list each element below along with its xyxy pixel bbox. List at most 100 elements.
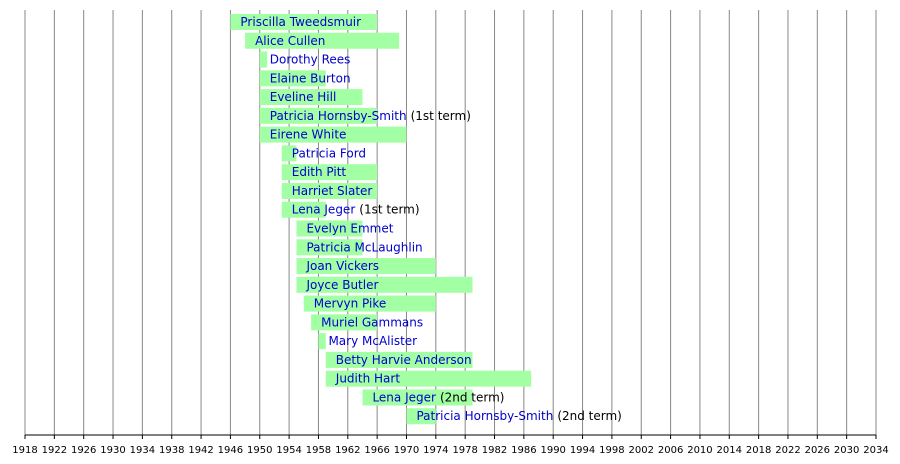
label-name: Judith Hart bbox=[335, 371, 401, 385]
x-tick-label: 1998 bbox=[599, 445, 624, 456]
bar bbox=[230, 14, 378, 30]
bar bbox=[281, 164, 378, 181]
bar-label: Harriet Slater bbox=[292, 183, 373, 197]
label-name: Patricia Hornsby-Smith bbox=[270, 108, 407, 122]
x-tick-label: 1994 bbox=[570, 445, 595, 456]
bar-label: Lena Jeger (2nd term) bbox=[372, 390, 504, 404]
bar-label: Alice Cullen bbox=[255, 33, 325, 47]
x-tick-label: 1926 bbox=[71, 445, 96, 456]
label-name: Evelyn Emmet bbox=[306, 221, 393, 235]
label-name: Dorothy Rees bbox=[270, 52, 351, 66]
bar bbox=[311, 314, 378, 331]
bar bbox=[281, 182, 378, 199]
bar-label: Mary McAlister bbox=[328, 334, 417, 348]
x-tick-label: 2010 bbox=[687, 445, 712, 456]
label-name: Alice Cullen bbox=[255, 33, 325, 47]
x-tick-label: 2034 bbox=[863, 445, 888, 456]
label-name: Mary McAlister bbox=[328, 334, 417, 348]
label-name: Betty Harvie Anderson bbox=[336, 352, 472, 366]
bar bbox=[303, 295, 436, 312]
label-name: Harriet Slater bbox=[292, 183, 373, 197]
bar-label: Lena Jeger (1st term) bbox=[292, 202, 420, 216]
bar bbox=[296, 258, 436, 275]
bar bbox=[281, 145, 297, 162]
x-tick-label: 1950 bbox=[247, 445, 272, 456]
bar bbox=[325, 351, 473, 368]
bar-label: Patricia McLaughlin bbox=[306, 240, 422, 254]
label-name: Joan Vickers bbox=[305, 259, 379, 273]
bar bbox=[296, 239, 363, 256]
x-tick-label: 1978 bbox=[452, 445, 477, 456]
label-note: (2nd term) bbox=[440, 390, 505, 404]
x-tick-label: 2006 bbox=[658, 445, 683, 456]
label-note: (2nd term) bbox=[557, 409, 622, 423]
label-name: Patricia McLaughlin bbox=[306, 240, 422, 254]
bar-label: Patricia Ford bbox=[292, 146, 366, 160]
bar-label: Joyce Butler bbox=[305, 277, 378, 291]
bar bbox=[259, 126, 407, 143]
bar bbox=[296, 220, 363, 237]
bar bbox=[362, 389, 473, 406]
x-tick-label: 1930 bbox=[100, 445, 125, 456]
x-tick-label: 1974 bbox=[423, 445, 448, 456]
bar-label: Patricia Hornsby-Smith (2nd term) bbox=[416, 409, 621, 423]
label-name: Edith Pitt bbox=[292, 165, 347, 179]
bar-label: Mervyn Pike bbox=[314, 296, 387, 310]
x-tick-label: 1934 bbox=[130, 445, 155, 456]
bar-label: Eveline Hill bbox=[270, 90, 337, 104]
label-name: Priscilla Tweedsmuir bbox=[240, 15, 361, 29]
x-tick-label: 1922 bbox=[42, 445, 67, 456]
bar bbox=[245, 32, 400, 49]
x-tick-label: 2002 bbox=[629, 445, 654, 456]
bar-label: Judith Hart bbox=[335, 371, 401, 385]
label-name: Lena Jeger bbox=[372, 390, 436, 404]
bar-label: Edith Pitt bbox=[292, 165, 347, 179]
label-name: Mervyn Pike bbox=[314, 296, 387, 310]
x-tick-label: 1958 bbox=[306, 445, 331, 456]
x-tick-label: 1942 bbox=[188, 445, 213, 456]
bar bbox=[259, 107, 378, 124]
label-note: (1st term) bbox=[411, 108, 471, 122]
x-tick-label: 1938 bbox=[159, 445, 184, 456]
x-tick-label: 2022 bbox=[775, 445, 800, 456]
label-name: Joyce Butler bbox=[305, 277, 378, 291]
bar bbox=[318, 333, 326, 350]
label-name: Lena Jeger bbox=[292, 202, 356, 216]
label-name: Patricia Ford bbox=[292, 146, 366, 160]
bar-label: Priscilla Tweedsmuir bbox=[240, 15, 361, 29]
label-note: (1st term) bbox=[359, 202, 419, 216]
x-tick-label: 1918 bbox=[12, 445, 37, 456]
bar-label: Betty Harvie Anderson bbox=[336, 352, 472, 366]
bar-label: Elaine Burton bbox=[270, 71, 351, 85]
label-name: Elaine Burton bbox=[270, 71, 351, 85]
x-tick-label: 1990 bbox=[540, 445, 565, 456]
x-tick-label: 1970 bbox=[394, 445, 419, 456]
x-tick-label: 1986 bbox=[511, 445, 536, 456]
bar-label: Patricia Hornsby-Smith (1st term) bbox=[270, 108, 471, 122]
bar bbox=[406, 408, 436, 425]
label-name: Muriel Gammans bbox=[321, 315, 423, 329]
bar bbox=[259, 89, 363, 106]
x-tick-label: 1954 bbox=[276, 445, 301, 456]
x-tick-label: 1946 bbox=[218, 445, 243, 456]
bar-label: Dorothy Rees bbox=[270, 52, 351, 66]
bar bbox=[259, 51, 268, 68]
bar bbox=[259, 70, 326, 87]
bar bbox=[296, 276, 473, 293]
x-tick-label: 2018 bbox=[746, 445, 771, 456]
label-name: Patricia Hornsby-Smith bbox=[416, 409, 553, 423]
x-tick-label: 1962 bbox=[335, 445, 360, 456]
x-tick-label: 2030 bbox=[834, 445, 859, 456]
label-name: Eveline Hill bbox=[270, 90, 337, 104]
bar-label: Evelyn Emmet bbox=[306, 221, 393, 235]
x-tick-label: 2026 bbox=[805, 445, 830, 456]
bar bbox=[281, 201, 326, 218]
x-tick-label: 1982 bbox=[482, 445, 507, 456]
x-tick-label: 1966 bbox=[364, 445, 389, 456]
bar-label: Eirene White bbox=[270, 127, 347, 141]
bar-label: Joan Vickers bbox=[305, 259, 379, 273]
bar bbox=[325, 370, 532, 387]
bar-label: Muriel Gammans bbox=[321, 315, 423, 329]
x-tick-label: 2014 bbox=[717, 445, 742, 456]
